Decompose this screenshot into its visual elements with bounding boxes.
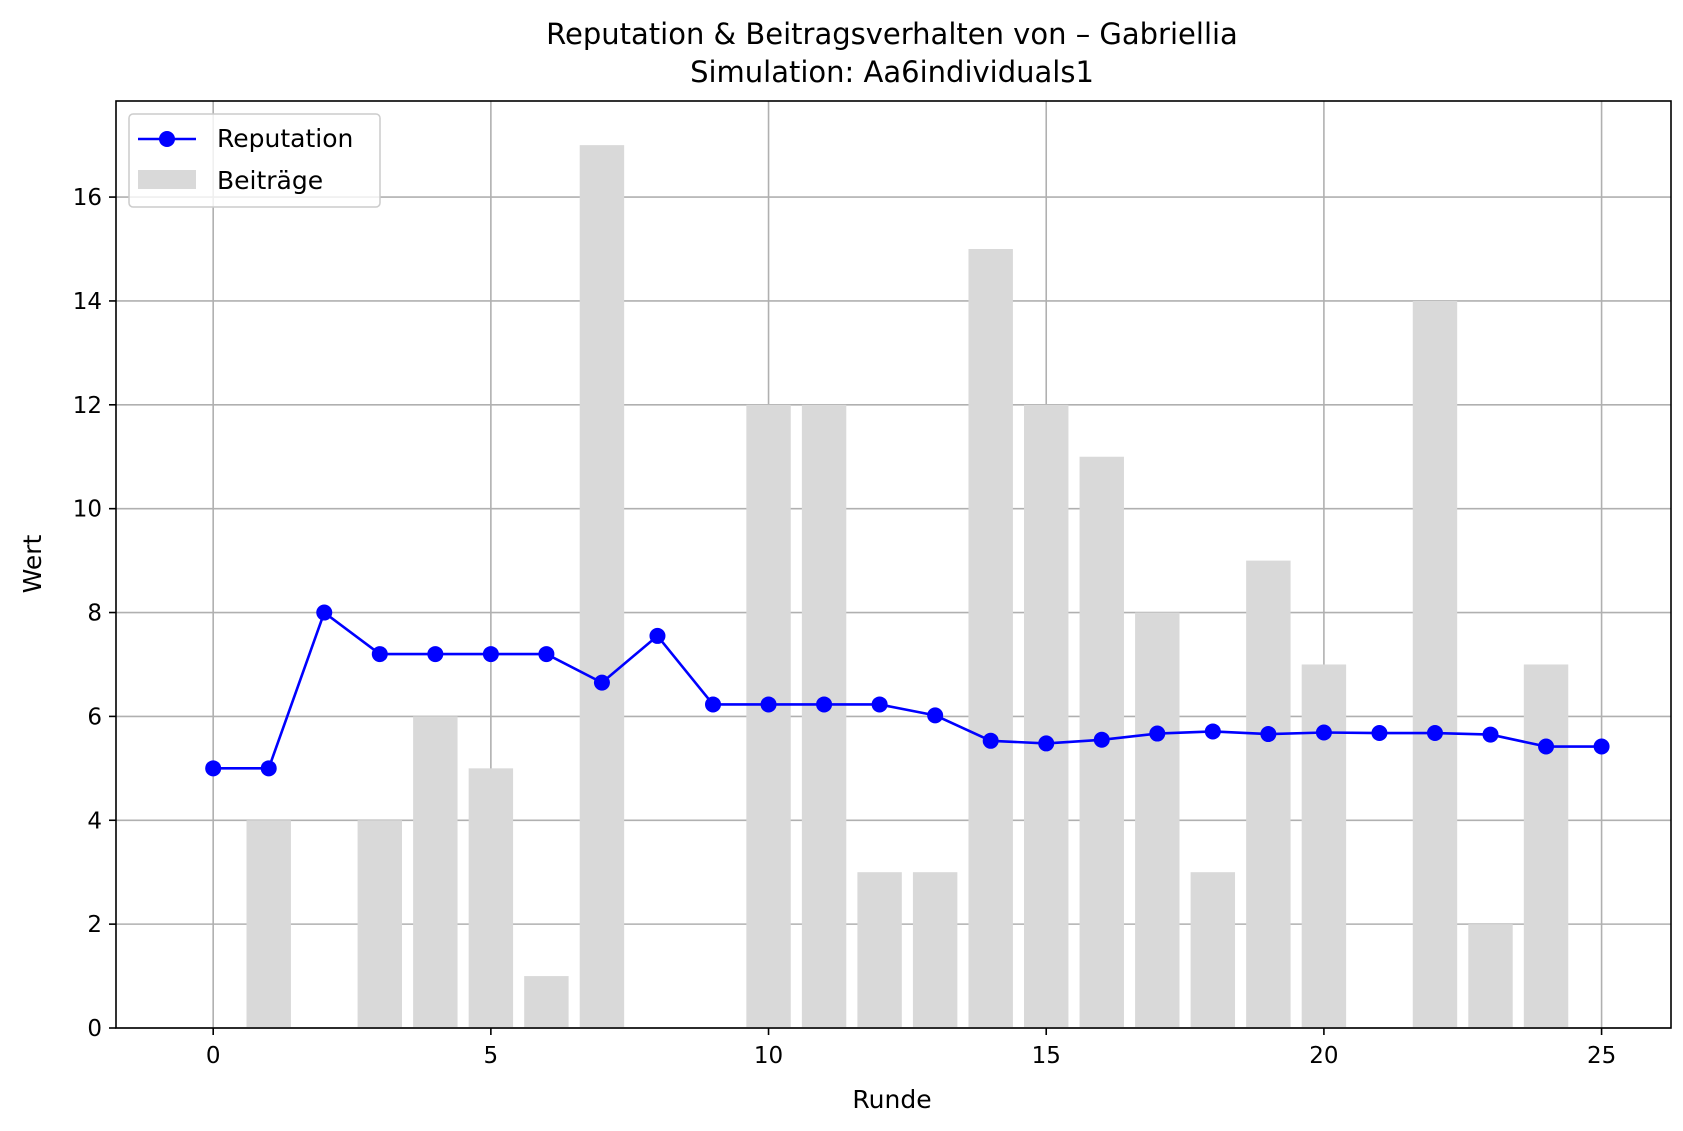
reputation-point <box>705 696 722 713</box>
bar-beitraege <box>1246 560 1291 1028</box>
reputation-point <box>927 707 944 724</box>
bar-beitraege <box>968 249 1013 1028</box>
bar-beitraege <box>857 872 902 1028</box>
bar-beitraege <box>468 768 514 1028</box>
reputation-point <box>1149 725 1166 742</box>
reputation-point <box>1593 738 1610 755</box>
bar-beitraege <box>524 976 569 1028</box>
reputation-point <box>1538 738 1555 755</box>
reputation-point <box>260 760 277 777</box>
reputation-line <box>213 611 1602 770</box>
reputation-point <box>482 646 499 663</box>
y-tick-label: 2 <box>87 912 102 938</box>
legend: Reputation Beiträge <box>128 113 381 208</box>
reputation-point <box>371 646 388 663</box>
reputation-point <box>316 604 333 621</box>
reputation-point <box>593 674 610 691</box>
y-tick-label: 16 <box>73 185 102 211</box>
bar-beitraege <box>746 404 791 1028</box>
legend-beitraege-label: Beiträge <box>217 166 323 195</box>
y-tick-label: 14 <box>73 289 102 315</box>
reputation-point <box>1093 731 1110 748</box>
y-tick-label: 10 <box>73 497 102 523</box>
bar-beitraege <box>579 145 625 1029</box>
reputation-point <box>1315 724 1332 741</box>
bar-beitraege <box>1412 300 1458 1028</box>
reputation-point <box>1482 726 1499 743</box>
reputation-point <box>1204 723 1221 740</box>
x-tick-label: 25 <box>1587 1043 1616 1069</box>
x-axis: 0 5 10 15 20 25 <box>206 1028 1616 1069</box>
x-tick-label: 10 <box>754 1043 783 1069</box>
legend-reputation-label: Reputation <box>217 124 353 153</box>
bar-beitraege <box>1301 664 1347 1028</box>
y-tick-label: 4 <box>87 808 102 834</box>
y-axis: 0 2 4 6 8 10 12 14 16 <box>73 185 116 1042</box>
plot-area-frame <box>115 100 1672 1029</box>
reputation-point <box>538 646 555 663</box>
y-tick-label: 6 <box>87 704 102 730</box>
x-tick-label: 0 <box>206 1043 221 1069</box>
bar-beitraege <box>912 872 958 1028</box>
line-series <box>205 604 1610 777</box>
bar-beitraege <box>1523 664 1569 1028</box>
y-axis-label: Wert <box>18 534 47 593</box>
reputation-point <box>649 627 666 644</box>
legend-reputation-marker <box>159 131 175 147</box>
reputation-point <box>205 760 222 777</box>
reputation-point <box>760 696 777 713</box>
y-tick-label: 12 <box>73 393 102 419</box>
reputation-point <box>427 646 444 663</box>
bar-beitraege <box>1190 872 1236 1028</box>
bar-beitraege <box>413 716 458 1028</box>
reputation-point <box>982 732 999 749</box>
bar-beitraege <box>801 404 847 1028</box>
x-tick-label: 5 <box>484 1043 499 1069</box>
y-tick-label: 0 <box>87 1016 102 1042</box>
bar-beitraege <box>357 820 403 1028</box>
chart-title: Reputation & Beitragsverhalten von – Gab… <box>546 17 1238 51</box>
x-tick-label: 15 <box>1032 1043 1061 1069</box>
bar-beitraege <box>246 820 291 1028</box>
reputation-point <box>1426 725 1443 742</box>
reputation-point <box>816 696 833 713</box>
bar-beitraege <box>1024 404 1069 1028</box>
legend-beitraege-swatch <box>138 170 196 189</box>
chart-subtitle: Simulation: Aa6individuals1 <box>690 55 1094 89</box>
reputation-point <box>1371 725 1388 742</box>
x-axis-label: Runde <box>852 1085 931 1114</box>
reputation-point <box>871 696 888 713</box>
y-tick-label: 8 <box>87 601 102 627</box>
bar-series <box>246 145 1569 1029</box>
bar-beitraege <box>1468 924 1513 1028</box>
bar-beitraege <box>1135 612 1180 1028</box>
x-tick-label: 20 <box>1309 1043 1338 1069</box>
reputation-point <box>1038 735 1055 752</box>
reputation-point <box>1260 726 1277 743</box>
